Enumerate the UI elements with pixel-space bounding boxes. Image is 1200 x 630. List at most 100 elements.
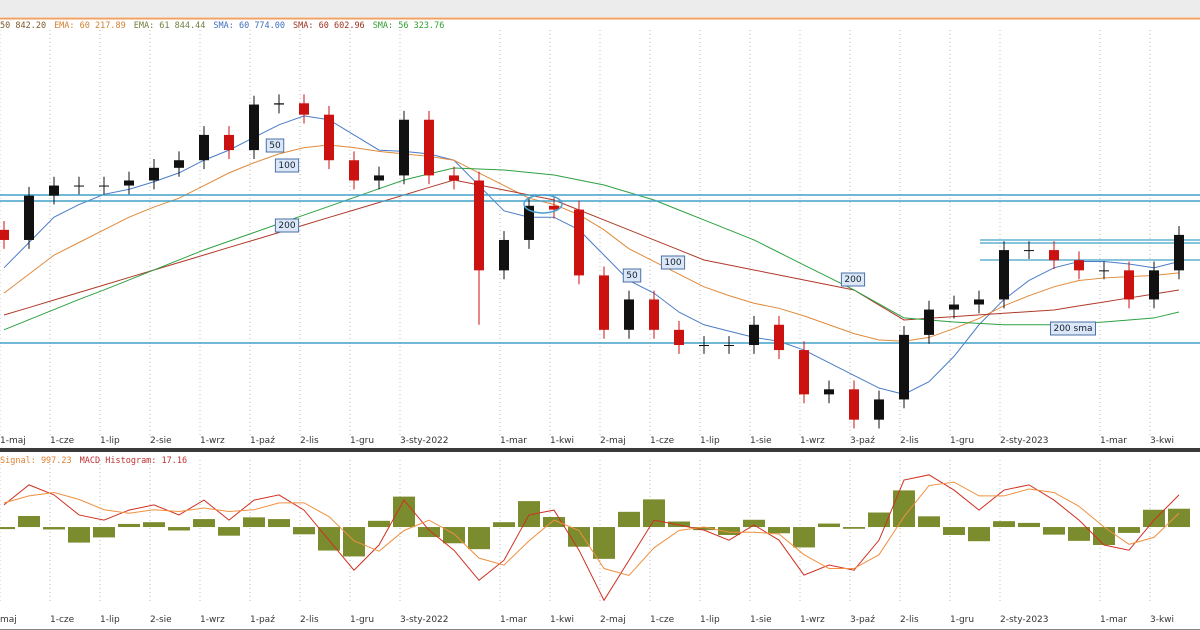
histogram-bar <box>693 527 715 531</box>
histogram-bar <box>343 527 365 557</box>
indicator-header: 50 842.20 EMA: 60 217.89 EMA: 61 844.44 SMA… <box>0 21 444 31</box>
histogram-bar <box>1093 527 1115 546</box>
histogram-bar <box>643 499 665 528</box>
x-tick-label: 1-mar <box>500 436 527 446</box>
candle-body <box>349 160 359 181</box>
candle-body <box>124 180 134 186</box>
candle-body <box>699 345 709 347</box>
x-tick-label: 1-wrz <box>200 615 225 625</box>
histogram-bar <box>818 523 840 528</box>
candle-body <box>1124 270 1134 300</box>
candle-body <box>549 205 559 210</box>
x-tick-label: 1-mar <box>1100 436 1127 446</box>
header-item: MACD Histogram: 17.16 <box>80 456 187 466</box>
candle-body <box>399 119 409 176</box>
header-item: SMA: 56 323.76 <box>373 21 445 31</box>
histogram-bar <box>118 523 140 528</box>
annotation-box <box>274 158 300 173</box>
candle-body <box>1049 250 1059 261</box>
annotation-text: 100 <box>278 161 295 171</box>
annotation-text: 50 <box>269 141 281 151</box>
x-tick-label: 2-sty-2023 <box>1000 436 1049 446</box>
x-tick-label: 1-paź <box>250 436 275 446</box>
candle-body <box>424 119 434 176</box>
histogram-bar <box>143 522 165 528</box>
panel-separator <box>0 448 1200 452</box>
macd-line <box>3 481 1180 576</box>
x-tick-label: 1-gru <box>950 436 974 446</box>
header-item: EMA: 61 844.44 <box>134 21 206 31</box>
candle-body <box>774 324 784 351</box>
candle-body <box>374 175 384 181</box>
annotation-label: 50 <box>622 268 642 283</box>
candle-body <box>649 299 659 330</box>
annotation-text: 200 <box>844 275 861 285</box>
candle-body <box>899 334 909 400</box>
annotation-text: 50 <box>626 271 638 281</box>
histogram-bar <box>793 527 815 548</box>
x-tick-label: 1-mar <box>500 615 527 625</box>
annotation-box <box>660 255 686 270</box>
x-tick-label: 1-gru <box>350 615 374 625</box>
histogram-bar <box>418 527 440 538</box>
x-tick-label: 1-wrz <box>800 615 825 625</box>
x-tick-label: 1-cze <box>650 436 675 446</box>
annotation-box <box>1049 321 1097 336</box>
histogram-bar <box>293 527 315 535</box>
annotation-label: 100 <box>660 255 686 270</box>
x-tick-label: 2-lis <box>300 615 319 625</box>
histogram-bar <box>718 527 740 535</box>
header-item: SMA: 60 602.96 <box>293 21 365 31</box>
candle-body <box>249 104 259 151</box>
histogram-bar <box>393 496 415 528</box>
candle-body <box>999 250 1009 300</box>
histogram-bar <box>43 527 65 530</box>
candle-body <box>74 185 84 187</box>
x-tick-label: 2-maj <box>600 615 626 625</box>
moving-average <box>3 167 1180 331</box>
x-tick-label: 3-paź <box>850 615 875 625</box>
candle-body <box>674 329 684 346</box>
x-tick-label: 1-kwi <box>550 615 574 625</box>
x-tick-label: 1-lip <box>100 615 120 625</box>
x-tick-label: 2-lis <box>300 436 319 446</box>
moving-average <box>3 179 1180 321</box>
annotation-label: 50 <box>265 138 285 153</box>
histogram-bar <box>993 521 1015 528</box>
candle-body <box>99 185 109 187</box>
x-tick-label: 1-mar <box>1100 615 1127 625</box>
histogram-bar <box>18 515 40 528</box>
x-tick-label: 1-gru <box>950 615 974 625</box>
candle-body <box>824 389 834 395</box>
candle-body <box>1174 234 1184 271</box>
histogram-bar <box>168 527 190 531</box>
candle-body <box>574 209 584 276</box>
x-tick-label: 1-wrz <box>800 436 825 446</box>
x-tick-label: 1-sie <box>750 615 772 625</box>
candle-body <box>949 304 959 310</box>
x-tick-label: 1-gru <box>350 436 374 446</box>
annotation-box <box>840 272 866 287</box>
x-tick-label: 1-kwi <box>550 436 574 446</box>
annotation-box <box>274 218 300 233</box>
annotation-box <box>265 138 285 153</box>
candle-body <box>299 103 309 115</box>
x-tick-label: 3-sty-2022 <box>400 615 449 625</box>
histogram-bar <box>368 520 390 528</box>
toolbar <box>0 0 1200 17</box>
header-item: 50 842.20 <box>0 21 46 31</box>
histogram-bar <box>193 519 215 528</box>
histogram-bar <box>843 527 865 529</box>
annotation-box <box>622 268 642 283</box>
annotation-label: 200 sma <box>1049 321 1097 336</box>
candle-body <box>274 103 284 105</box>
annotation-text: 100 <box>664 258 681 268</box>
x-tick-label: 1-lip <box>700 436 720 446</box>
x-tick-label: 3-sty-2022 <box>400 436 449 446</box>
histogram-bar <box>0 527 15 530</box>
annotation-label: 200 <box>840 272 866 287</box>
histogram-bar <box>468 527 490 550</box>
histogram-bar <box>593 527 615 559</box>
moving-average <box>3 144 1180 342</box>
